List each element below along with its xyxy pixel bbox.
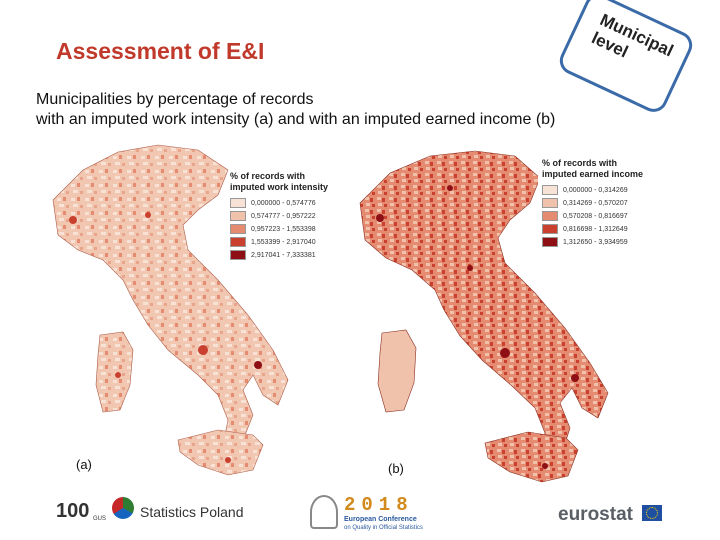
legend-a-row: 2,917041 - 7,333381 [230, 249, 328, 261]
legend-a-label-3: 1,553399 - 2,917040 [251, 238, 316, 246]
legend-a-swatch-4 [230, 250, 246, 260]
legend-b-swatch-4 [542, 237, 558, 247]
statistics-poland-logo: Statistics Poland [140, 504, 244, 520]
legend-a-row: 0,574777 - 0,957222 [230, 210, 328, 222]
legend-b-row: 1,312650 - 3,934959 [542, 236, 643, 248]
gus-circle-icon [112, 497, 134, 519]
legend-b-label-1: 0,314269 - 0,570207 [563, 199, 628, 207]
legend-b-swatch-2 [542, 211, 558, 221]
slide-subtitle: Municipalities by percentage of records … [36, 90, 676, 130]
sicily-a [177, 429, 264, 476]
legend-b-label-0: 0,000000 - 0,314269 [563, 186, 628, 194]
legend-b-title: % of records with imputed earned income [542, 158, 644, 179]
caption-a: (a) [76, 457, 92, 472]
legend-a-swatch-2 [230, 224, 246, 234]
hotspots-a [69, 212, 262, 463]
legend-a-label-1: 0,574777 - 0,957222 [251, 212, 316, 220]
hotspots-b [376, 185, 579, 469]
legend-a-row: 0,957223 - 1,553398 [230, 223, 328, 235]
legend-b-row: 0,000000 - 0,314269 [542, 184, 643, 196]
conference-name: European Conference [344, 516, 417, 523]
legend-b-label-2: 0,570208 - 0,816697 [563, 212, 628, 220]
map-a [52, 144, 289, 476]
conference-arch-icon [310, 495, 338, 529]
subtitle-line-2: with an imputed work intensity (a) and w… [36, 111, 556, 128]
conference-year: 2018 [344, 494, 414, 516]
caption-b: (b) [388, 461, 404, 476]
sicily-b [484, 431, 579, 483]
badge-text: Municipal level [588, 10, 677, 62]
sardinia-a [95, 331, 134, 413]
eurostat-logo: eurostat [558, 504, 633, 525]
legend-a-swatch-3 [230, 237, 246, 247]
legend-a-swatch-0 [230, 198, 246, 208]
legend-a-label-0: 0,000000 - 0,574776 [251, 199, 316, 207]
legend-a-label-2: 0,957223 - 1,553398 [251, 225, 316, 233]
legend-b-row: 0,816698 - 1,312649 [542, 223, 643, 235]
conference-subtitle: on Quality in Official Statistics [344, 525, 423, 531]
legend-b-swatch-1 [542, 198, 558, 208]
legend-b-row: 0,314269 - 0,570207 [542, 197, 643, 209]
sardinia-b [377, 329, 417, 413]
gus-small-text: GUS [93, 516, 107, 522]
slide-title: Assessment of E&I [56, 38, 265, 64]
legend-b: % of records with imputed earned income … [538, 156, 648, 251]
eu-flag-icon [642, 505, 662, 521]
legend-b-swatch-0 [542, 185, 558, 195]
legend-b-row: 0,570208 - 0,816697 [542, 210, 643, 222]
italy-mainland-a [52, 144, 289, 446]
legend-b-label-4: 1,312650 - 3,934959 [563, 238, 628, 246]
subtitle-line-1: Municipalities by percentage of records [36, 91, 314, 108]
legend-a-label-4: 2,917041 - 7,333381 [251, 251, 316, 259]
legend-b-label-3: 0,816698 - 1,312649 [563, 225, 628, 233]
map-b [359, 150, 609, 483]
legend-a-swatch-1 [230, 211, 246, 221]
legend-a: % of records with imputed work intensity… [230, 171, 328, 262]
legend-a-title: % of records with imputed work intensity [230, 171, 329, 192]
gus-100-logo: 100 [56, 500, 90, 522]
legend-a-row: 0,000000 - 0,574776 [230, 197, 328, 209]
legend-a-row: 1,553399 - 2,917040 [230, 236, 328, 248]
legend-b-swatch-3 [542, 224, 558, 234]
